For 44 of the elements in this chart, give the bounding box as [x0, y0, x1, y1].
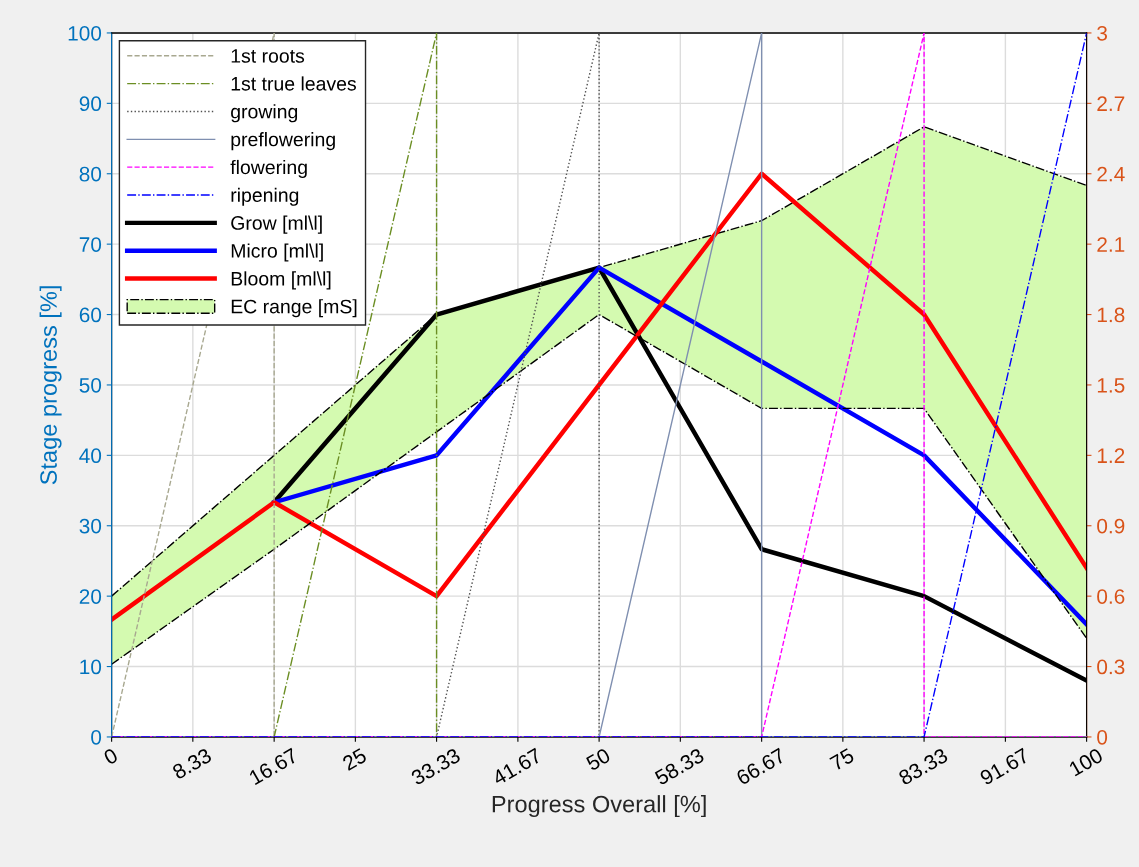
y-tick-label: 100 — [68, 25, 102, 41]
x-tick-label: 0 — [102, 747, 119, 766]
y-tick-label: 0 — [91, 729, 102, 745]
y-axis-title: Stage progress [%] — [39, 286, 62, 485]
legend-label: preflowering — [231, 132, 335, 151]
y2-tick-label: 0.6 — [1097, 589, 1125, 604]
y-tick-label: 90 — [79, 96, 102, 112]
legend-label: Micro [ml\l] — [231, 243, 323, 262]
y-tick-label: 10 — [80, 659, 102, 675]
x-axis-title: Progress Overall [%] — [492, 795, 706, 818]
x-tick-label: 75 — [829, 747, 855, 771]
x-tick-label: 8.33 — [171, 747, 213, 780]
y2-tick-label: 1.8 — [1097, 307, 1125, 323]
legend-label: ripening — [231, 187, 299, 206]
y2-tick-label: 2.7 — [1097, 96, 1125, 111]
x-tick-label: 41.67 — [491, 747, 543, 786]
y-tick-label: 40 — [79, 448, 102, 464]
legend-label: EC range [mS] — [231, 299, 357, 318]
y2-tick-label: 0.9 — [1097, 518, 1125, 534]
y-tick-label: 50 — [79, 377, 102, 393]
y-tick-label: 80 — [79, 166, 102, 182]
y2-tick-label: 1.2 — [1097, 448, 1125, 463]
legend-label: Grow [ml\l] — [231, 215, 322, 234]
legend-label: flowering — [230, 159, 307, 179]
y2-tick-label: 0.3 — [1097, 659, 1125, 675]
x-tick-label: 50 — [585, 747, 612, 772]
y2-tick-label: 2.4 — [1097, 166, 1125, 182]
legend-label: Bloom [ml\l] — [231, 271, 331, 290]
x-tick-label: 58.33 — [653, 747, 705, 786]
y2-tick-label: 0 — [1097, 729, 1108, 745]
y2-tick-label: 1.5 — [1097, 378, 1125, 393]
y2-tick-label: 3 — [1097, 25, 1107, 41]
x-tick-label: 83.33 — [897, 747, 949, 786]
x-tick-label: 25 — [341, 747, 368, 771]
y2-tick-label: 2.1 — [1097, 237, 1125, 252]
y-tick-label: 60 — [79, 307, 102, 323]
legend-label: 1st roots — [231, 49, 305, 63]
legend-label: 1st true leaves — [231, 76, 356, 91]
x-tick-label: 33.33 — [410, 747, 462, 786]
y-tick-label: 70 — [79, 237, 102, 252]
y-tick-label: 20 — [79, 589, 102, 604]
legend-label: growing — [231, 104, 298, 123]
y-tick-label: 30 — [79, 518, 102, 534]
x-tick-label: 100 — [1068, 747, 1104, 777]
